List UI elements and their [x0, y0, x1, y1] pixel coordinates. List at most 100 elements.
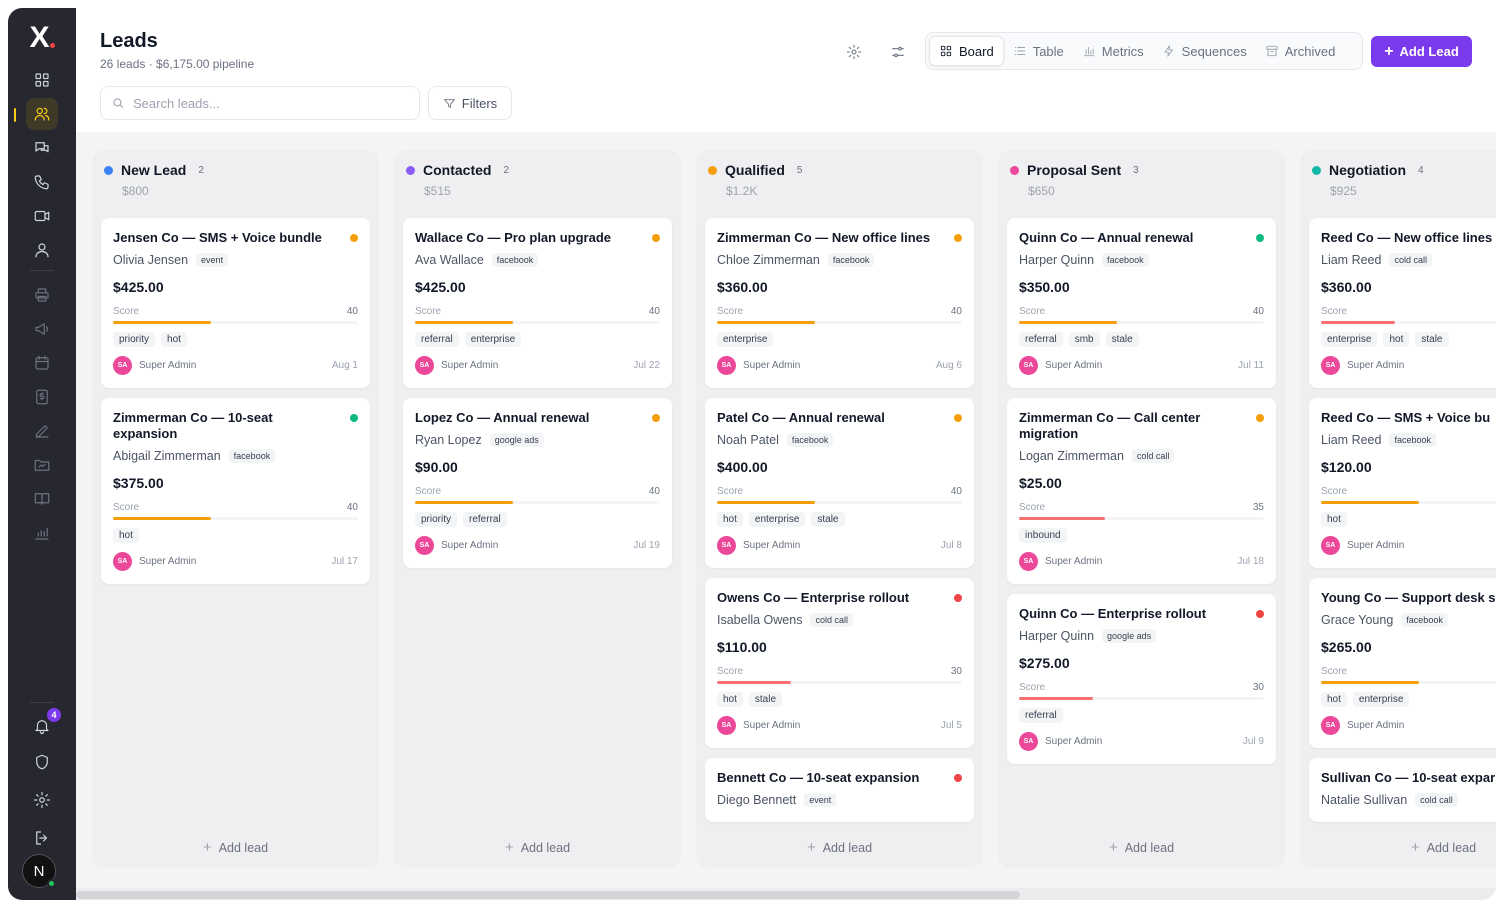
lead-card[interactable]: Reed Co — SMS + Voice bu Liam Reed faceboo…	[1309, 398, 1496, 568]
lead-contact: Logan Zimmerman cold call	[1019, 449, 1175, 463]
source-badge: cold call	[1415, 793, 1458, 807]
calendar-nav-button[interactable]	[26, 347, 58, 379]
contacts-nav-button[interactable]	[26, 234, 58, 266]
contact-name: Ryan Lopez	[415, 433, 482, 447]
lead-date: Aug 6	[935, 360, 962, 371]
lead-card[interactable]: Quinn Co — Annual renewal Harper Quinn fac…	[1007, 218, 1276, 388]
lead-tag: priority	[415, 512, 458, 527]
add-lead-to-column-button[interactable]: + Add lead	[92, 839, 379, 856]
lead-card[interactable]: Lopez Co — Annual renewal Ryan Lopez googl…	[403, 398, 672, 568]
lead-card[interactable]: Quinn Co — Enterprise rollout Harper Quin…	[1007, 594, 1276, 764]
tab-board[interactable]: Board	[929, 36, 1004, 66]
lead-card[interactable]: Bennett Co — 10-seat expansion Diego Benn…	[705, 758, 974, 822]
kanban-board: New Lead 2 $800 Jensen Co — SMS + Voice bun…	[76, 132, 1496, 900]
tag-list: referral	[1019, 708, 1063, 723]
owner-name: Super Admin	[1347, 540, 1405, 551]
lead-date: Jul 9	[1242, 736, 1264, 747]
lead-card[interactable]: Jensen Co — SMS + Voice bundle Olivia Jen…	[101, 218, 370, 388]
lead-contact: Diego Bennett event	[717, 793, 837, 807]
lead-card[interactable]: Zimmerman Co — New office lines Chloe Zim…	[705, 218, 974, 388]
lead-card[interactable]: Zimmerman Co — Call center migration Loga…	[1007, 398, 1276, 584]
add-lead-to-column-button[interactable]: + Add lead	[696, 839, 983, 856]
avatar-initial: N	[33, 862, 45, 880]
score-value: 40	[1252, 306, 1264, 317]
leads-nav-button[interactable]	[26, 98, 58, 130]
reports-nav-button[interactable]	[26, 517, 58, 549]
book-icon	[34, 493, 50, 505]
stage-dot	[1010, 165, 1019, 175]
lead-owner: SA Super Admin	[717, 536, 800, 555]
conversations-nav-button[interactable]	[26, 132, 58, 164]
files-nav-button[interactable]	[26, 449, 58, 481]
lead-tag: hot	[1383, 332, 1410, 347]
app-logo[interactable]: X	[8, 20, 76, 56]
add-lead-to-column-button[interactable]: + Add lead	[394, 839, 681, 856]
owner-name: Super Admin	[743, 540, 801, 551]
lead-owner: SA Super Admin	[717, 716, 800, 735]
owner-avatar: SA	[1321, 356, 1340, 375]
calls-nav-button[interactable]	[26, 166, 58, 198]
lead-tag: referral	[463, 512, 507, 527]
lead-owner: SA Super Admin	[113, 552, 196, 571]
lead-card[interactable]: Young Co — Support desk s Grace Young face…	[1309, 578, 1496, 748]
chart-icon	[1083, 47, 1094, 57]
search-icon	[113, 98, 124, 109]
priority-dot	[954, 774, 962, 782]
security-nav-button[interactable]	[26, 746, 58, 778]
lead-tag: enterprise	[1321, 332, 1378, 347]
lead-tag: referral	[415, 332, 459, 347]
dashboard-nav-button[interactable]	[26, 64, 58, 96]
lead-card[interactable]: Sullivan Co — 10-seat expar Natalie Sulli…	[1309, 758, 1496, 822]
source-badge: event	[196, 253, 229, 267]
source-badge: facebook	[491, 253, 539, 267]
stage-dot	[708, 165, 717, 175]
owner-name: Super Admin	[1045, 556, 1103, 567]
adjust-button[interactable]	[886, 40, 910, 64]
lead-contact: Liam Reed cold call	[1321, 253, 1432, 267]
lead-contact: Isabella Owens cold call	[717, 613, 853, 627]
lead-date: Jul 18	[1237, 556, 1264, 567]
shield-icon	[36, 754, 48, 770]
lead-tag: referral	[1019, 332, 1063, 347]
column-title: Contacted	[423, 162, 492, 178]
tab-sequences[interactable]: Sequences	[1153, 36, 1256, 66]
billing-nav-button[interactable]	[26, 381, 58, 413]
add-lead-button[interactable]: + Add Lead	[1371, 36, 1472, 67]
tab-metrics[interactable]: Metrics	[1073, 36, 1153, 66]
score-value: 40	[648, 306, 660, 317]
board-scrollbar[interactable]	[76, 888, 1496, 900]
campaigns-nav-button[interactable]	[26, 313, 58, 345]
lead-card[interactable]: Wallace Co — Pro plan upgrade Ava Wallace…	[403, 218, 672, 388]
priority-dot	[1256, 610, 1264, 618]
tab-archived[interactable]: Archived	[1256, 36, 1345, 66]
score-value: 35	[1252, 502, 1264, 513]
lead-card[interactable]: Zimmerman Co — 10-seat expansion Abigail …	[101, 398, 370, 584]
column-title: Proposal Sent	[1027, 162, 1122, 178]
notes-nav-button[interactable]	[26, 415, 58, 447]
add-lead-to-column-button[interactable]: + Add lead	[1300, 839, 1496, 856]
filters-button[interactable]: Filters	[428, 86, 512, 120]
score-value: 30	[950, 666, 962, 677]
scrollbar-thumb[interactable]	[76, 891, 1020, 899]
user-avatar[interactable]: N	[22, 854, 56, 888]
lead-card[interactable]: Patel Co — Annual renewal Noah Patel faceb…	[705, 398, 974, 568]
logout-button[interactable]	[26, 822, 58, 854]
stage-dot	[104, 165, 113, 175]
knowledge-nav-button[interactable]	[26, 483, 58, 515]
lead-card[interactable]: Reed Co — New office lines Liam Reed cold …	[1309, 218, 1496, 388]
tab-table[interactable]: Table	[1004, 36, 1073, 66]
search-input[interactable]	[133, 95, 403, 111]
lead-title: Wallace Co — Pro plan upgrade	[415, 230, 611, 245]
tab-label: Board	[959, 43, 994, 59]
video-nav-button[interactable]	[26, 200, 58, 232]
lead-amount: $350.00	[1019, 279, 1070, 295]
lead-card[interactable]: Owens Co — Enterprise rollout Isabella Ow…	[705, 578, 974, 748]
print-nav-button[interactable]	[26, 279, 58, 311]
stage-dot	[406, 165, 415, 175]
board-icon	[940, 45, 952, 57]
tag-list: enterprise hot stale	[1321, 332, 1449, 347]
settings-nav-button[interactable]	[26, 784, 58, 816]
add-lead-to-column-button[interactable]: + Add lead	[998, 839, 1285, 856]
settings-button[interactable]	[842, 40, 866, 64]
notifications-button[interactable]: 4	[26, 708, 61, 742]
